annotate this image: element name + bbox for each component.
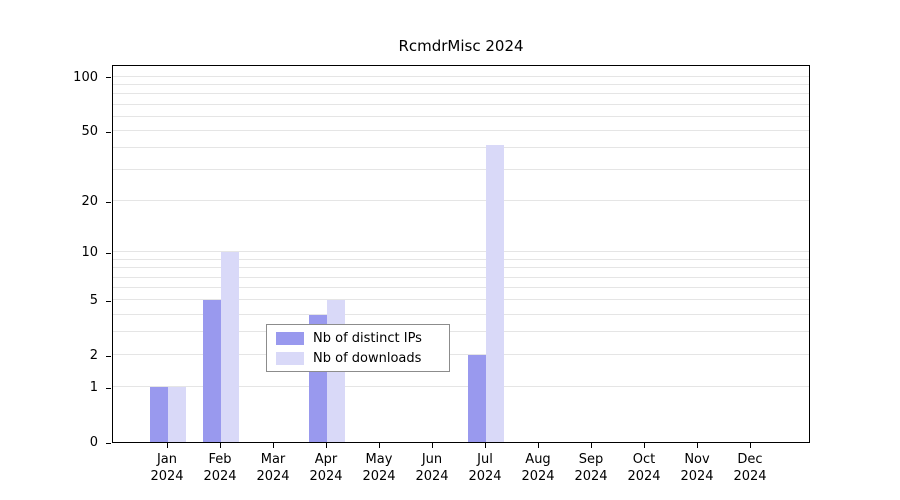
- gridline: [113, 169, 809, 171]
- gridline: [113, 93, 809, 95]
- y-axis: 0 1 2 5 10 20 50 100: [0, 65, 106, 450]
- gridline: [113, 115, 809, 117]
- x-tick-label: Oct 2024: [627, 452, 661, 484]
- y-tick-label: 0: [89, 435, 98, 450]
- plot-area: [112, 65, 810, 443]
- x-tick-mark: [750, 443, 751, 448]
- gridline: [113, 287, 809, 289]
- gridline: [113, 200, 809, 202]
- x-tick-mark: [697, 443, 698, 448]
- x-tick-label: Jul 2024: [468, 452, 502, 484]
- bar-downloads: [486, 144, 504, 442]
- legend-label: Nb of distinct IPs: [313, 330, 422, 346]
- y-tick-mark: [106, 300, 111, 302]
- bar-distinct-ips: [203, 300, 221, 442]
- gridline: [113, 147, 809, 149]
- y-tick-mark: [106, 201, 111, 203]
- gridline: [113, 276, 809, 278]
- y-tick-mark: [106, 77, 111, 79]
- gridline: [113, 354, 809, 356]
- x-tick-label: Dec 2024: [733, 452, 767, 484]
- gridline: [113, 251, 809, 253]
- gridline: [113, 313, 809, 315]
- x-tick-label: Jan 2024: [150, 452, 184, 484]
- x-tick-mark: [644, 443, 645, 448]
- legend-swatch: [276, 351, 304, 365]
- gridline: [113, 267, 809, 269]
- x-tick-mark: [379, 443, 380, 448]
- x-tick-mark: [432, 443, 433, 448]
- gridline: [113, 75, 809, 77]
- x-tick-label: May 2024: [362, 452, 396, 484]
- bar-downloads: [221, 252, 239, 442]
- x-tick-mark: [167, 443, 168, 448]
- y-tick-mark: [106, 442, 111, 444]
- bar-distinct-ips: [468, 355, 486, 442]
- x-tick-label: Feb 2024: [203, 452, 237, 484]
- x-tick-label: Sep 2024: [574, 452, 608, 484]
- gridline: [113, 258, 809, 260]
- y-tick-label: 20: [81, 194, 98, 210]
- x-tick-mark: [591, 443, 592, 448]
- gridline: [113, 130, 809, 132]
- y-tick-mark: [106, 131, 111, 133]
- bar-downloads: [168, 387, 186, 442]
- y-tick-label: 1: [89, 380, 98, 396]
- bar-distinct-ips: [150, 387, 168, 442]
- gridline: [113, 299, 809, 301]
- x-tick-mark: [220, 443, 221, 448]
- legend-item: Nb of distinct IPs: [276, 331, 449, 346]
- x-tick-label: Jun 2024: [415, 452, 449, 484]
- gridline: [113, 84, 809, 86]
- y-tick-mark: [106, 252, 111, 254]
- y-tick-mark: [106, 387, 111, 389]
- legend-label: Nb of downloads: [313, 350, 422, 366]
- x-tick-mark: [326, 443, 327, 448]
- x-tick-label: Nov 2024: [680, 452, 714, 484]
- y-tick-label: 5: [89, 293, 98, 309]
- x-tick-label: Aug 2024: [521, 452, 555, 484]
- chart-title: RcmdrMisc 2024: [398, 37, 524, 55]
- x-tick-mark: [485, 443, 486, 448]
- y-tick-label: 10: [81, 245, 98, 261]
- gridline: [113, 386, 809, 388]
- y-tick-label: 2: [89, 348, 98, 364]
- legend: Nb of distinct IPs Nb of downloads: [266, 324, 450, 372]
- x-tick-mark: [273, 443, 274, 448]
- x-tick-label: Apr 2024: [309, 452, 343, 484]
- legend-item: Nb of downloads: [276, 351, 449, 366]
- y-tick-label: 100: [73, 69, 98, 85]
- x-tick-mark: [538, 443, 539, 448]
- legend-swatch: [276, 331, 304, 345]
- gridline: [113, 103, 809, 105]
- gridline: [113, 331, 809, 333]
- y-tick-mark: [106, 355, 111, 357]
- x-tick-label: Mar 2024: [256, 452, 290, 484]
- y-tick-label: 50: [81, 124, 98, 140]
